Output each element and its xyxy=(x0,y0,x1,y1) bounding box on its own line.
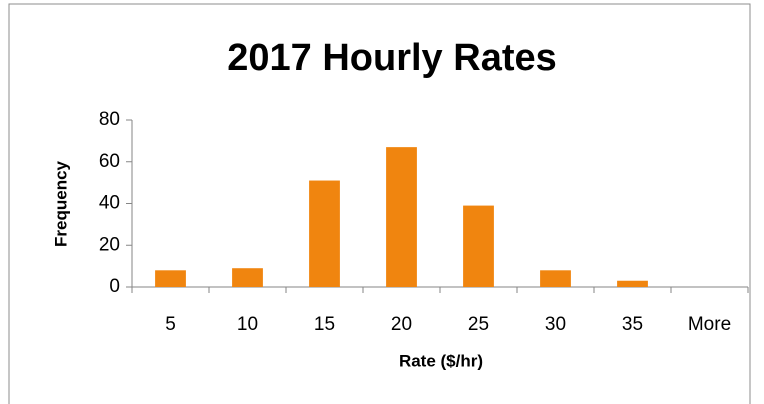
x-tick-label: 35 xyxy=(622,314,643,335)
x-tick-label: 10 xyxy=(237,314,258,335)
x-tick-label: More xyxy=(688,314,731,335)
bar xyxy=(463,205,494,287)
bar xyxy=(309,180,340,287)
y-tick-label: 60 xyxy=(99,151,120,172)
x-tick-label: 30 xyxy=(545,314,566,335)
x-tick-label: 25 xyxy=(468,314,489,335)
bar xyxy=(232,268,263,287)
chart-title: 2017 Hourly Rates xyxy=(227,37,557,79)
bar xyxy=(617,280,648,287)
x-tick-label: 20 xyxy=(391,314,412,335)
bar xyxy=(540,270,571,287)
x-axis-title: Rate ($/hr) xyxy=(399,351,483,370)
y-axis-title: Frequency xyxy=(51,160,70,247)
x-tick-label: 15 xyxy=(314,314,335,335)
bar xyxy=(386,147,417,287)
bar xyxy=(155,270,186,287)
y-tick-label: 80 xyxy=(99,109,120,130)
y-tick-label: 0 xyxy=(109,276,120,297)
y-tick-label: 20 xyxy=(99,234,120,255)
y-tick-label: 40 xyxy=(99,193,120,214)
x-tick-label: 5 xyxy=(165,314,176,335)
